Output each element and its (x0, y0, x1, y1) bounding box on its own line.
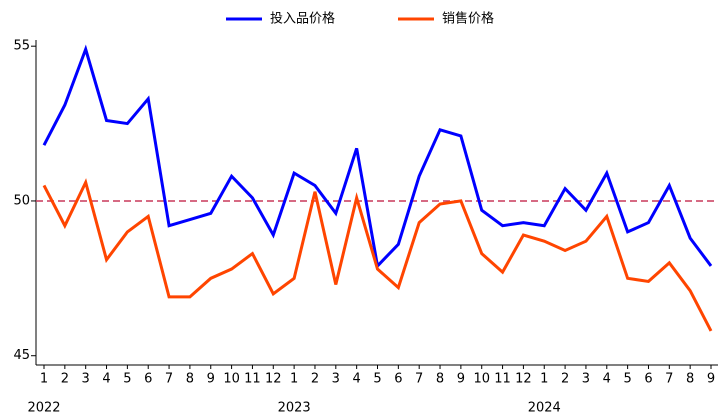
x-tick-label: 12 (265, 372, 282, 387)
x-group-label: 2024 (528, 401, 561, 416)
series-line (42, 178, 713, 332)
legend-label: 投入品价格 (270, 11, 335, 27)
x-tick-label: 1 (40, 372, 48, 387)
x-group-label: 2022 (27, 401, 60, 416)
x-tick-label: 1 (290, 372, 298, 387)
legend-label: 销售价格 (442, 11, 494, 27)
x-tick-label: 5 (123, 372, 131, 387)
x-tick-label: 11 (494, 372, 511, 387)
x-tick-label: 7 (165, 372, 173, 387)
y-tick-label: 50 (13, 193, 30, 208)
x-tick-label: 10 (473, 372, 490, 387)
x-tick-label: 1 (540, 372, 548, 387)
x-tick-label: 9 (707, 372, 715, 387)
x-tick-label: 8 (436, 372, 444, 387)
x-tick-label: 3 (82, 372, 90, 387)
x-tick-label: 7 (415, 372, 423, 387)
x-tick-label: 3 (582, 372, 590, 387)
x-tick-label: 4 (353, 372, 361, 387)
x-tick-label: 9 (457, 372, 465, 387)
x-tick-label: 5 (373, 372, 381, 387)
y-tick-label: 55 (13, 39, 30, 54)
x-tick-label: 2 (61, 372, 69, 387)
x-tick-label: 5 (623, 372, 631, 387)
x-tick-label: 8 (186, 372, 194, 387)
x-tick-label: 6 (394, 372, 402, 387)
x-tick-label: 7 (665, 372, 673, 387)
x-tick-label: 4 (102, 372, 110, 387)
x-tick-label: 2 (311, 372, 319, 387)
x-group-label: 2023 (278, 401, 311, 416)
x-tick-label: 2 (561, 372, 569, 387)
x-tick-label: 10 (223, 372, 240, 387)
x-tick-label: 3 (332, 372, 340, 387)
y-tick-label: 45 (13, 348, 30, 363)
x-tick-label: 6 (644, 372, 652, 387)
x-tick-label: 4 (603, 372, 611, 387)
x-tick-label: 8 (686, 372, 694, 387)
x-tick-label: 12 (515, 372, 532, 387)
x-tick-label: 6 (144, 372, 152, 387)
x-tick-label: 9 (207, 372, 215, 387)
x-tick-label: 11 (244, 372, 261, 387)
